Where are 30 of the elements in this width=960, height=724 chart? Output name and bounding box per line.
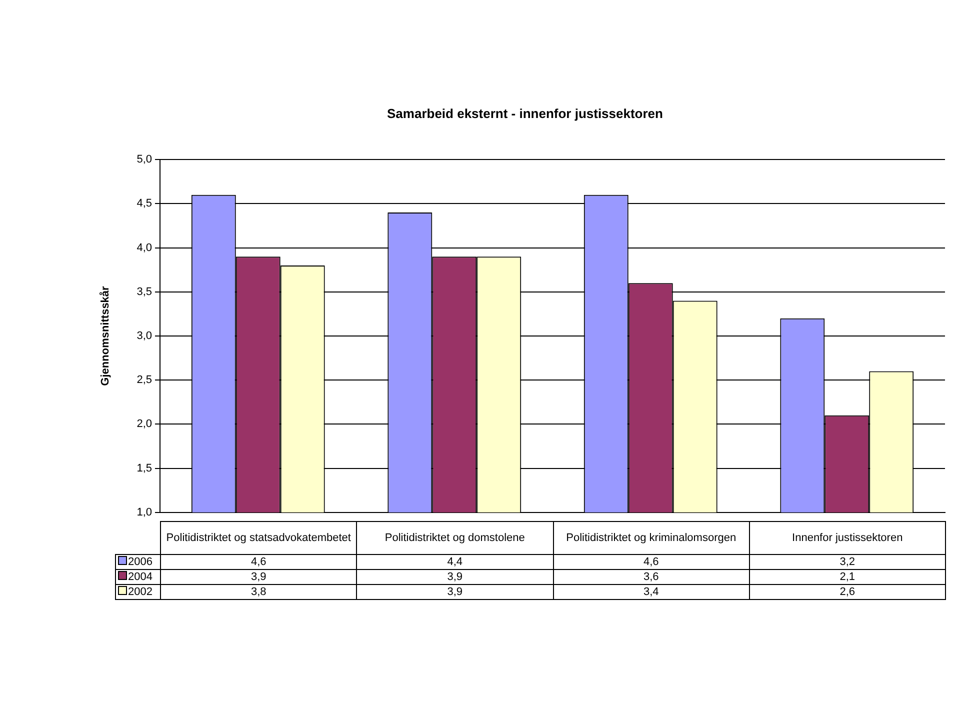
x-tick-label: Politidistriktet og kriminalomsorgen (553, 522, 750, 554)
data-label: 2,1 (749, 570, 946, 584)
y-axis-title: Gjennomsnittsskår (98, 285, 112, 386)
y-tick-label: 2,5 (136, 374, 152, 386)
x-tick-label: Politidistriktet og statsadvokatembetet (160, 522, 357, 554)
data-label: 3,4 (553, 584, 750, 600)
data-label: 2,6 (749, 584, 946, 600)
data-label: 4,6 (160, 554, 357, 570)
data-label: 3,9 (356, 584, 553, 600)
data-label: 3,9 (356, 570, 553, 584)
data-label: 4,6 (553, 554, 750, 570)
data-label: 3,6 (553, 570, 750, 584)
y-tick-label: 5,0 (136, 154, 152, 166)
data-label: 3,2 (749, 554, 946, 570)
y-tick-label: 1,0 (136, 506, 152, 518)
y-tick-label: 3,0 (136, 330, 152, 342)
x-tick-label: Innenfor justissektoren (749, 522, 946, 554)
legend-label: 2002 (116, 584, 160, 600)
data-label: 3,9 (160, 570, 357, 584)
y-tick-label: 4,5 (136, 198, 152, 210)
y-tick-label: 2,0 (136, 418, 152, 430)
y-tick-label: 4,0 (136, 242, 152, 254)
legend-label: 2004 (116, 570, 160, 584)
y-tick-label: 3,5 (136, 286, 152, 298)
x-tick-label: Politidistriktet og domstolene (356, 522, 553, 554)
y-tick-label: 1,5 (136, 462, 152, 474)
data-label: 3,8 (160, 584, 357, 600)
data-label: 4,4 (356, 554, 553, 570)
chart-title: Samarbeid eksternt - innenfor justissektoren (386, 106, 664, 121)
legend-label: 2006 (116, 554, 160, 570)
